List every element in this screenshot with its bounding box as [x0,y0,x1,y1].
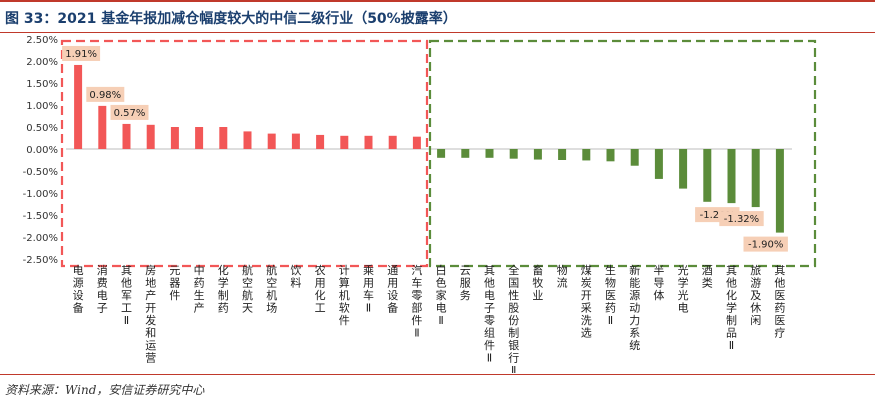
bar [243,131,252,149]
bar [170,127,179,149]
y-tick-label: 0.50% [26,123,58,134]
bar [703,149,712,202]
x-tick-label: 酒类 [702,264,713,290]
bar [679,149,688,189]
y-tick-label: -2.50% [23,255,58,266]
data-label: -1.90% [748,240,783,251]
y-axis: 2.50% 2.00% 1.50% 1.00% 0.50% 0.00% -0.50% -1.0… [23,35,792,266]
bar [461,149,470,158]
y-tick-label: 0.00% [26,145,58,156]
x-tick-label: 其他军工 Ⅱ [121,264,132,327]
x-tick-label: 乘用车 Ⅱ [363,264,374,315]
x-tick-label: 电源设备 [73,264,84,315]
x-tick-label: 物流 [557,263,568,290]
bar [316,134,325,149]
bottom-rule [0,374,875,375]
bar [606,149,615,162]
x-tick-label: 其他电子零组件 Ⅱ [484,264,495,365]
bar [630,149,639,166]
y-tick-label: -1.50% [23,211,58,222]
bar-chart: 2.50% 2.00% 1.50% 1.00% 0.50% 0.00% -0.50% -1.0… [23,35,817,373]
data-label-box [743,236,788,252]
title-bar: 图 33：2021 基金年报加减仓幅度较大的中信二级行业（50%披露率） [0,0,875,32]
x-tick-label: 旅游及休闲 [750,263,761,327]
x-tick-label: 汽车零部件 Ⅱ [411,263,422,340]
bar [146,124,155,149]
y-tick-label: 2.50% [26,35,58,46]
bar [533,149,542,160]
x-tick-label: 中药生产 [194,264,205,315]
x-tick-label: 煤炭开采洗选 [581,264,592,340]
x-tick-label: 化学制药 [218,263,229,315]
title-rule [0,32,875,33]
x-tick-label: 其他化学制品 Ⅱ [726,264,737,352]
bar [74,64,83,149]
bars [74,64,784,233]
bar [98,105,107,149]
x-tick-label: 农用化工 [315,263,326,315]
bar [558,149,567,160]
data-label: -1.20% [700,210,735,221]
bar [775,149,784,233]
x-tick-label: 白色家电 Ⅱ [436,263,447,327]
bar [340,135,349,149]
y-tick-label: 1.50% [26,79,58,90]
x-tick-label: 计算机软件 [339,264,350,327]
bar [654,149,663,179]
x-tick-label: 元器件 [169,264,180,302]
y-tick-label: -0.50% [23,167,58,178]
data-label: -1.32% [724,214,759,225]
data-label: 0.98% [89,90,121,101]
x-tick-label: 消费电子 [97,263,108,315]
x-tick-label: 全国性股份制银行 Ⅱ [508,263,519,373]
bar [727,149,736,204]
x-tick-label: 光学光电 [678,263,689,315]
x-tick-label: 半导体 [653,263,664,302]
data-label-box [719,211,764,227]
y-tick-label: -2.00% [23,233,58,244]
y-tick-label: 1.00% [26,101,58,112]
data-label-box [86,86,125,102]
positive-group-box [60,39,429,268]
x-tick-label: 畜牧业 [532,263,543,302]
x-tick-label: 房地产开发和运营 [145,264,156,365]
bar [364,135,373,149]
data-label: 0.57% [114,108,146,119]
bar [122,123,131,149]
bar [437,149,446,158]
x-tick-label: 新能源动力系统 [629,263,640,352]
x-tick-label: 饮料 [290,264,301,290]
bar [751,149,760,208]
x-tick-label: 其他医药医疗 [774,264,785,340]
y-tick-label: 2.00% [26,57,58,68]
bar [195,127,204,149]
x-axis-labels: 电源设备 消费电子 其他军工 Ⅱ 房地产开发和运营 元器件 中药生产 化学制药 航空航天 航空机场… [73,263,786,373]
x-tick-label: 航空机场 [266,263,277,315]
bar [485,149,494,158]
data-label: 1.91% [65,49,97,60]
x-tick-label: 通用设备 [387,264,398,315]
bar [219,127,228,149]
figure-title: 图 33：2021 基金年报加减仓幅度较大的中信二级行业（50%披露率） [5,11,457,27]
bar [582,149,591,161]
bar [291,133,300,149]
bar [509,149,518,159]
data-labels: 1.91% 0.98% 0.57% -1.20%-1.32% -1.90% [62,45,788,252]
x-tick-label: 生物医药 Ⅱ [605,263,616,327]
y-tick-label: -1.00% [23,189,58,200]
bar [388,135,397,149]
group-boxes [60,39,817,268]
x-tick-label: 云服务 [460,264,471,302]
data-label-box [110,104,149,120]
bar [267,133,276,149]
negative-group-box [428,39,817,268]
x-tick-label: 航空航天 [242,263,253,315]
source-note: 资料来源：Wind，安信证券研究中心 [5,383,205,397]
bar [412,136,421,149]
data-label-box [62,45,101,61]
